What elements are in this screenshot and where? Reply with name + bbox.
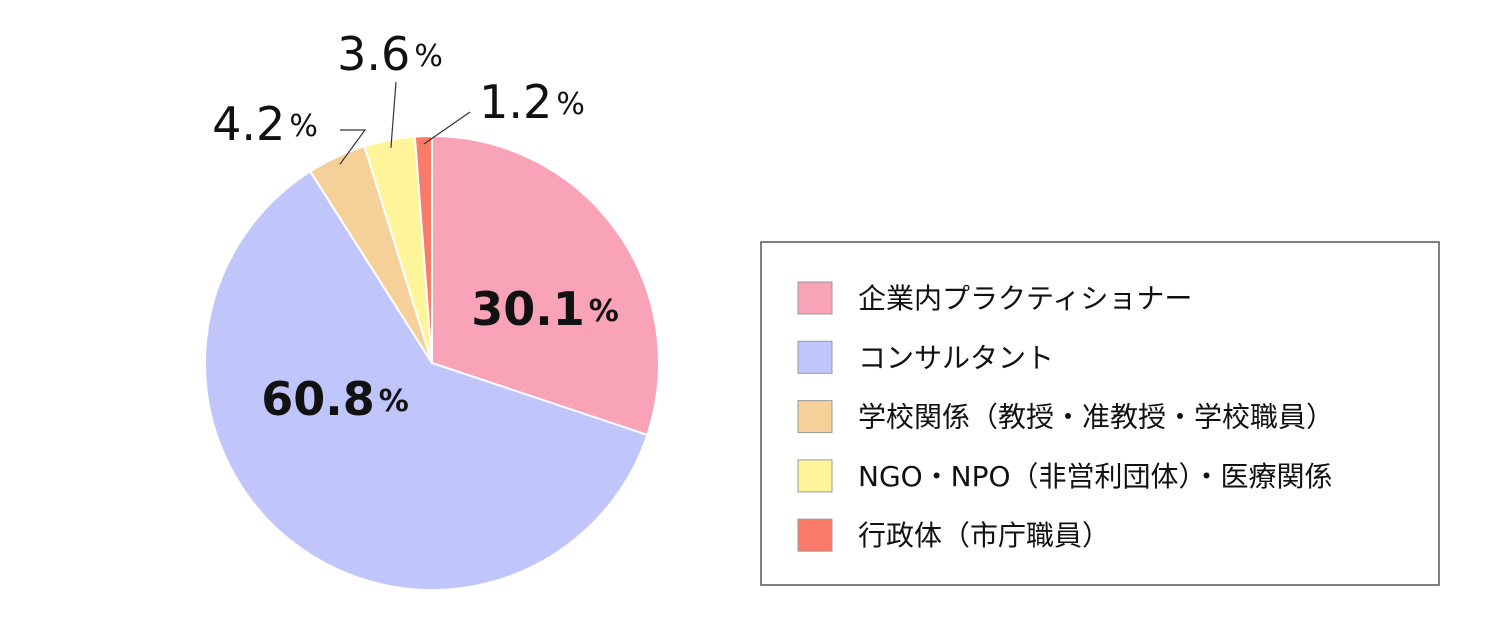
label-unit: % (414, 39, 443, 74)
legend-label: NGO・NPO（非営利団体）・医療関係 (858, 460, 1333, 493)
pie-slice (204, 170, 649, 591)
data-label: 60.8% (261, 372, 409, 426)
data-label: 4.2% (212, 97, 318, 151)
label-unit: % (379, 384, 409, 419)
legend-label: 学校関係（教授・准教授・学校職員） (858, 401, 1334, 434)
legend-swatch (797, 459, 833, 493)
data-label: 3.6% (337, 27, 443, 81)
leader-line (390, 81, 397, 148)
label-number: 4.2 (212, 97, 285, 151)
leader-line (423, 111, 471, 145)
label-number: 60.8 (261, 372, 375, 426)
data-label: 30.1% (471, 282, 619, 336)
legend-swatch (797, 281, 833, 315)
label-number: 1.2 (479, 75, 552, 129)
pie-slice (431, 134, 660, 437)
legend-label: 企業内プラクティショナー (858, 282, 1192, 315)
legend-box (760, 241, 1440, 586)
legend-swatch (797, 340, 833, 374)
legend-swatch (797, 518, 833, 552)
legend-swatch (797, 400, 833, 434)
data-label: 1.2% (479, 75, 585, 129)
label-unit: % (289, 109, 318, 144)
leader-line (339, 129, 367, 165)
legend-label: コンサルタント (858, 341, 1054, 374)
label-number: 30.1 (471, 282, 585, 336)
legend-label: 行政体（市庁職員） (858, 519, 1110, 552)
pie-slice (413, 134, 433, 364)
label-unit: % (556, 87, 585, 122)
label-unit: % (589, 294, 619, 329)
label-number: 3.6 (337, 27, 410, 81)
